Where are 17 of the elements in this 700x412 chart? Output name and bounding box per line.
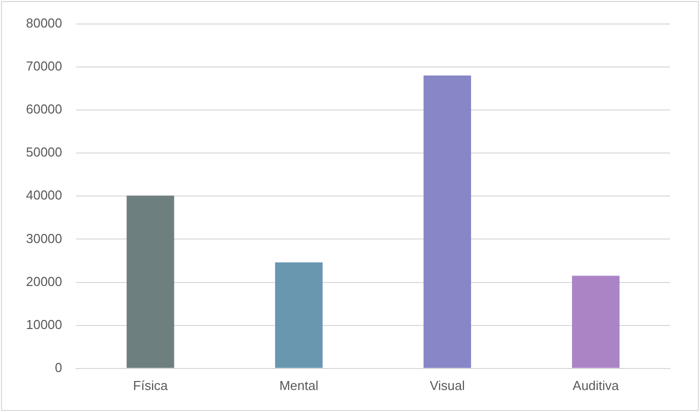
x-tick-label: Mental [279, 378, 318, 393]
y-tick-label: 80000 [26, 15, 62, 30]
y-tick-label: 60000 [26, 102, 62, 117]
bar [275, 262, 323, 368]
x-tick-label: Visual [430, 378, 465, 393]
bar [424, 75, 472, 368]
y-tick-label: 30000 [26, 230, 62, 246]
y-tick-label: 50000 [26, 144, 62, 160]
bar [572, 276, 620, 368]
y-tick-label: 10000 [26, 316, 62, 332]
x-tick-label: Física [133, 378, 168, 393]
y-tick-label: 0 [54, 360, 62, 375]
y-tick-label: 70000 [26, 58, 62, 74]
y-tick-label: 20000 [26, 274, 62, 289]
x-tick-label: Auditiva [572, 378, 620, 393]
bar [126, 196, 174, 368]
y-tick-label: 40000 [26, 188, 62, 203]
